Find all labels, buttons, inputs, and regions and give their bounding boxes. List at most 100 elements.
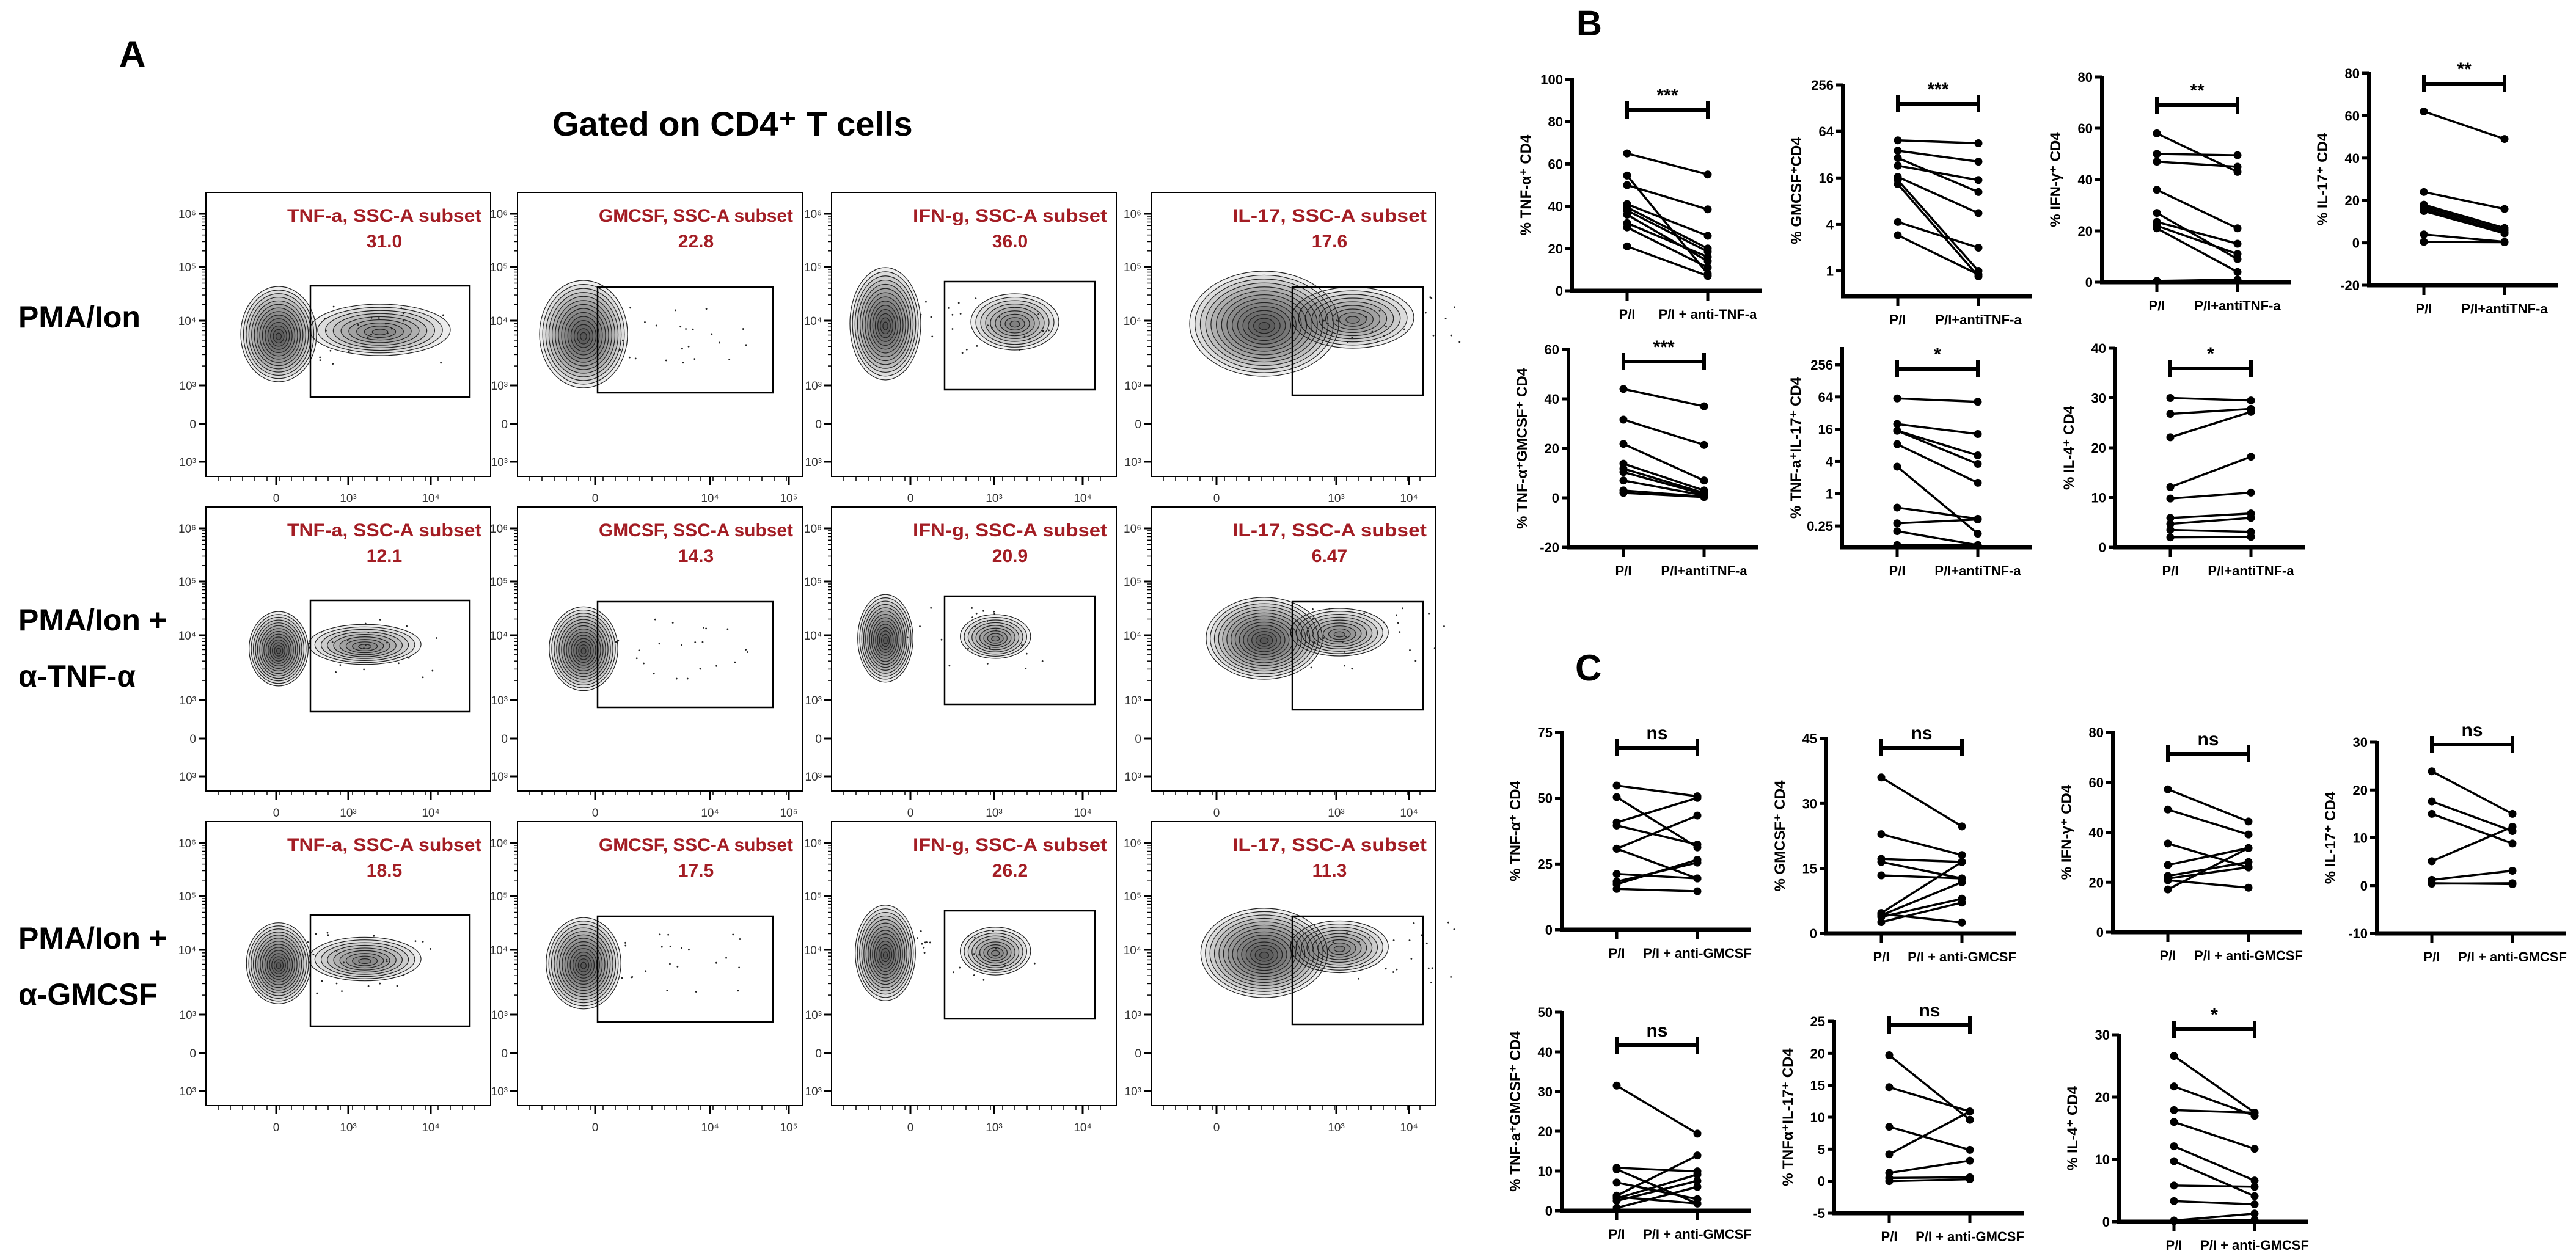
event-dot <box>1325 340 1327 343</box>
event-dot <box>951 313 954 316</box>
event-dot <box>320 630 323 633</box>
x-tick-label: 0 <box>907 492 914 505</box>
event-dot <box>1392 971 1394 973</box>
x-tick-label: 10⁵ <box>780 807 797 820</box>
pair-line <box>1623 443 1705 482</box>
data-point-after <box>1966 1156 1974 1165</box>
y-tick-label: 10³ <box>805 380 822 393</box>
row-label: α-TNF-α <box>18 659 136 693</box>
contour-main <box>549 606 618 691</box>
contour-main <box>1189 271 1339 377</box>
y-tick-label: 10⁴ <box>804 630 822 643</box>
event-dot <box>1377 340 1379 343</box>
gate-percentage: 12.1 <box>367 546 402 566</box>
y-tick-label: 0 <box>2096 925 2104 940</box>
y-tick-label: 75 <box>1538 725 1553 740</box>
data-point-after <box>1974 176 1983 184</box>
event-dot <box>367 632 370 634</box>
data-point-after <box>2247 453 2255 461</box>
gate-percentage: 18.5 <box>367 861 402 881</box>
event-dot <box>1371 330 1374 333</box>
event-dot <box>719 341 720 344</box>
event-dot <box>906 636 909 639</box>
flow-plot: 10⁶ 10⁵ 10⁴ 10³ 0 10³ 0 10⁴ 10⁵ GMCSF, SSC-A subs… <box>490 192 803 505</box>
data-point-before <box>1623 223 1631 232</box>
y-tick-label: 0 <box>815 1048 822 1060</box>
event-dot <box>948 307 950 309</box>
event-dot <box>435 637 437 639</box>
y-tick-label: 64 <box>1818 390 1834 405</box>
flow-plot: 10⁶ 10⁵ 10⁴ 10³ 0 10³ 0 10³ 10⁴ IL-17, SSC-A subs… <box>1124 192 1461 505</box>
data-point-before <box>1885 1083 1894 1092</box>
pair-line <box>2156 153 2238 156</box>
event-dot <box>1037 313 1040 315</box>
chart-c5: 0 10 20 30 40 50 P/I P/I + anti-GMCSF % TNF-a⁺GM… <box>1507 1005 1752 1242</box>
data-point-before <box>2153 158 2161 166</box>
event-dot <box>1378 309 1381 312</box>
data-point-before <box>1893 541 1901 549</box>
event-dot <box>660 946 663 948</box>
event-dot <box>930 607 932 609</box>
event-dot <box>1311 608 1314 610</box>
y-tick-label: 10³ <box>805 1085 822 1098</box>
gate-label: TNF-a, SSC-A subset <box>287 835 481 855</box>
event-dot <box>386 641 388 644</box>
data-point-after <box>2233 151 2242 159</box>
gate-label: IL-17, SSC-A subset <box>1232 835 1427 855</box>
event-dot <box>1443 625 1445 627</box>
row-label: PMA/Ion <box>18 300 141 334</box>
pair-line <box>1881 874 1963 880</box>
significance-label: * <box>2211 1005 2218 1025</box>
chart-b7: 0 10 20 30 40 P/I P/I+antiTNF-a % IL-4⁺ CD4 * <box>2061 341 2305 578</box>
significance-label: ns <box>1919 1001 1940 1021</box>
pair-line <box>2431 770 2513 815</box>
pair-line <box>2170 410 2252 439</box>
event-dot <box>645 970 647 972</box>
gate-rectangle <box>1291 286 1424 396</box>
event-dot <box>346 639 349 641</box>
x-tick-label: 10³ <box>986 807 1002 820</box>
chart-c6: -5 0 5 10 15 20 25 P/I P/I + anti-GMCSF % TNFα⁺IL… <box>1780 1001 2024 1244</box>
data-point-before <box>1612 781 1621 790</box>
y-tick-label: 10⁵ <box>804 891 822 903</box>
pair-line <box>1888 1054 1971 1121</box>
y-tick-label: 0 <box>1556 283 1563 299</box>
y-tick-label: 0 <box>1135 1048 1141 1060</box>
x-tick-label: P/I <box>2160 948 2176 963</box>
event-dot <box>403 974 405 977</box>
gate-label: IL-17, SSC-A subset <box>1232 206 1427 226</box>
y-tick-label: 10⁶ <box>490 208 508 221</box>
pair-line <box>2423 110 2505 140</box>
event-dot <box>1396 968 1398 971</box>
contour-main <box>849 267 921 381</box>
data-point-before <box>2164 839 2172 848</box>
data-point-after <box>1700 493 1708 501</box>
data-point-before <box>2170 1217 2178 1225</box>
data-point-after <box>1693 811 1702 820</box>
event-dot <box>653 673 655 675</box>
y-tick-label: 10 <box>2095 1152 2110 1167</box>
event-dot <box>1332 941 1334 943</box>
event-dot <box>975 612 978 615</box>
x-tick-label: 10³ <box>340 1122 356 1134</box>
y-tick-label: 10³ <box>805 456 822 469</box>
gate-percentage: 11.3 <box>1312 861 1347 881</box>
y-tick-label: 10⁴ <box>490 630 508 643</box>
y-tick-label: 256 <box>1811 78 1834 93</box>
data-point-after <box>1974 158 1983 166</box>
event-dot <box>1326 323 1329 325</box>
data-point-before <box>1623 242 1631 250</box>
pair-line <box>2156 279 2238 282</box>
data-point-after <box>1693 1170 1702 1179</box>
data-point-after <box>1974 398 1982 406</box>
pair-line <box>2431 882 2513 886</box>
contour-main <box>855 905 916 1001</box>
event-dot <box>1428 612 1430 615</box>
plot-frame <box>205 192 491 477</box>
y-tick-label: 10⁵ <box>178 576 196 589</box>
data-point-after <box>1693 1151 1702 1160</box>
pair-line <box>1889 1126 1970 1151</box>
event-dot <box>967 935 970 937</box>
data-point-after <box>1693 1199 1702 1208</box>
